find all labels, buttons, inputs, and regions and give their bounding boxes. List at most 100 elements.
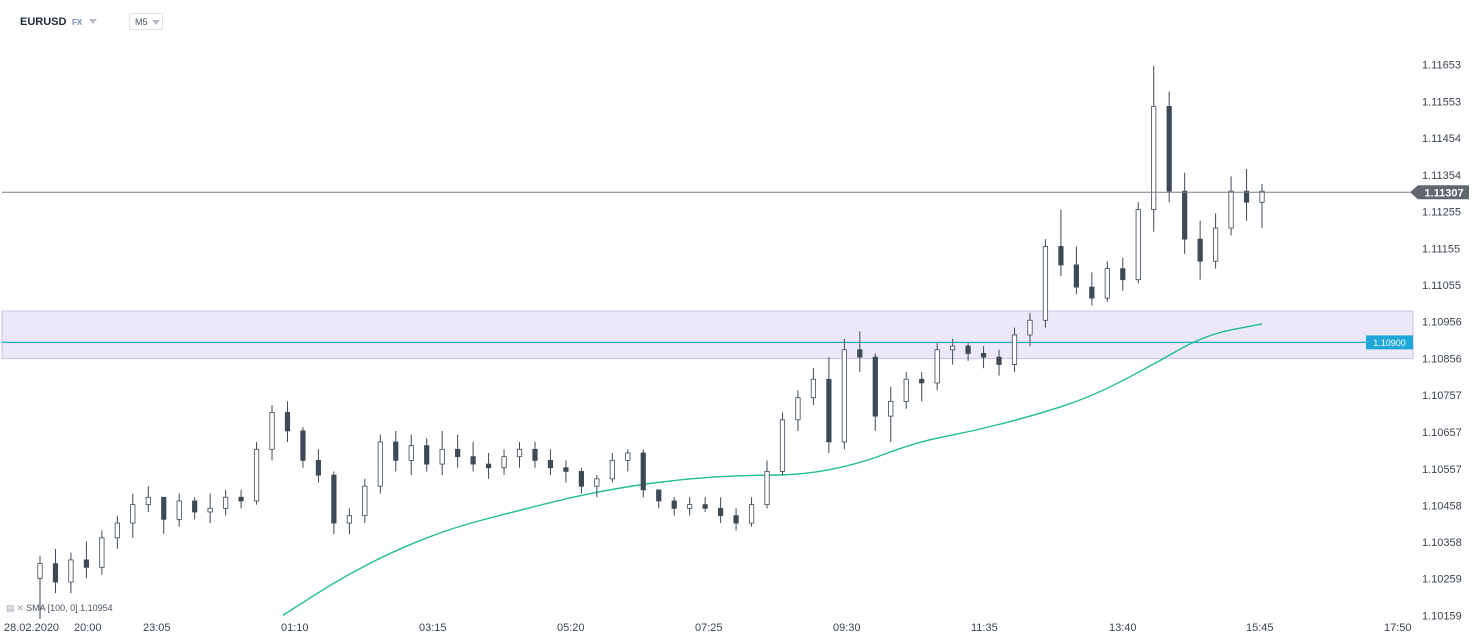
candle	[671, 497, 677, 516]
timeframe-value: M5	[135, 17, 148, 27]
candle	[331, 471, 337, 535]
candle-body	[888, 400, 894, 417]
indicator-legend: ▤ ✕ SMA [100, 0] 1.10954	[6, 603, 113, 614]
candle-body	[52, 563, 59, 583]
candle	[1135, 202, 1141, 284]
candle-body	[1151, 105, 1157, 211]
x-tick-label: 23:05	[143, 622, 171, 634]
y-tick-label: 1.10757	[1422, 390, 1462, 402]
candle-body	[1228, 190, 1234, 229]
candle	[470, 441, 476, 472]
candle-body	[578, 471, 584, 487]
symbol-chevron-down-icon[interactable]	[89, 19, 97, 24]
settings-icon[interactable]: ▤	[6, 603, 15, 613]
candle	[455, 434, 461, 468]
candle-body	[145, 496, 151, 506]
candle	[300, 427, 306, 468]
candle	[1228, 176, 1234, 236]
candle-body	[903, 378, 909, 402]
candle	[176, 493, 182, 527]
candle	[841, 338, 847, 450]
candle	[408, 434, 414, 476]
candle	[702, 497, 708, 512]
candle-body	[532, 448, 538, 461]
level-price-label: 1.10900	[1373, 338, 1406, 348]
candle	[980, 346, 987, 369]
candle	[114, 515, 120, 549]
close-icon[interactable]: ✕	[16, 603, 25, 613]
candle	[207, 493, 213, 524]
candle-body	[950, 345, 956, 351]
candle	[393, 430, 399, 472]
candle-body	[996, 356, 1002, 365]
candle	[1182, 172, 1188, 254]
candle	[315, 449, 322, 483]
candle	[718, 497, 724, 524]
candle	[1073, 246, 1079, 295]
candle-body	[702, 504, 708, 509]
y-tick-label: 1.10657	[1422, 427, 1462, 439]
candle	[99, 530, 105, 575]
y-tick-label: 1.11553	[1422, 97, 1461, 109]
support-zone-rect	[1, 310, 1414, 360]
candle-body	[594, 478, 600, 487]
candle	[1212, 213, 1219, 269]
candle-body	[1027, 319, 1033, 336]
candle-body	[656, 489, 662, 502]
candle	[1166, 91, 1172, 203]
timeframe-select[interactable]: M5	[129, 13, 163, 30]
candle-body	[748, 504, 755, 524]
candle-body	[563, 467, 569, 472]
candle-body	[547, 459, 554, 469]
sma-line	[282, 323, 1263, 616]
candle	[83, 541, 90, 579]
candle-body	[919, 378, 925, 384]
candle	[1151, 65, 1157, 232]
candle	[1104, 261, 1110, 302]
symbol-label[interactable]: EURUSD	[20, 16, 67, 28]
candle	[1120, 257, 1126, 291]
candle	[377, 434, 383, 494]
candle-body	[470, 456, 476, 465]
candle-body	[223, 496, 229, 509]
horizontal-level[interactable]: 1.10900	[2, 335, 1413, 350]
candle-body	[764, 471, 770, 506]
candle	[563, 460, 569, 483]
candle	[362, 478, 368, 524]
candle	[439, 430, 445, 476]
candle-body	[346, 515, 352, 524]
candle-body	[795, 397, 801, 421]
candle	[130, 493, 136, 538]
candle-body	[718, 507, 724, 517]
candle-body	[300, 430, 306, 461]
candle-body	[841, 349, 847, 443]
level-price-tag	[1366, 335, 1413, 350]
candle	[501, 449, 507, 476]
candle-body	[980, 353, 987, 358]
x-tick-label: 07:25	[695, 622, 723, 634]
candle	[625, 449, 631, 472]
candle-body	[1197, 238, 1203, 262]
timeframe-chevron-down-icon	[152, 20, 160, 25]
candle-body	[934, 349, 940, 384]
x-tick-label: 15:45	[1246, 622, 1274, 634]
candle-body	[130, 504, 136, 524]
candle-body	[779, 419, 786, 472]
candle-body	[408, 445, 414, 461]
candle-body	[1042, 246, 1049, 321]
candle-body	[485, 463, 492, 469]
candle	[1197, 220, 1203, 280]
candle-body	[253, 448, 260, 502]
candle	[826, 357, 832, 453]
candle-body	[207, 507, 213, 513]
candle-body	[1011, 334, 1018, 365]
candle	[485, 453, 492, 479]
candle	[1011, 327, 1018, 372]
candle-body	[68, 559, 74, 583]
x-tick-label: 11:35	[971, 622, 998, 634]
support-zone	[1, 310, 1414, 360]
y-tick-label: 1.10358	[1422, 537, 1462, 549]
candle-body	[516, 448, 523, 458]
candle	[687, 497, 693, 516]
